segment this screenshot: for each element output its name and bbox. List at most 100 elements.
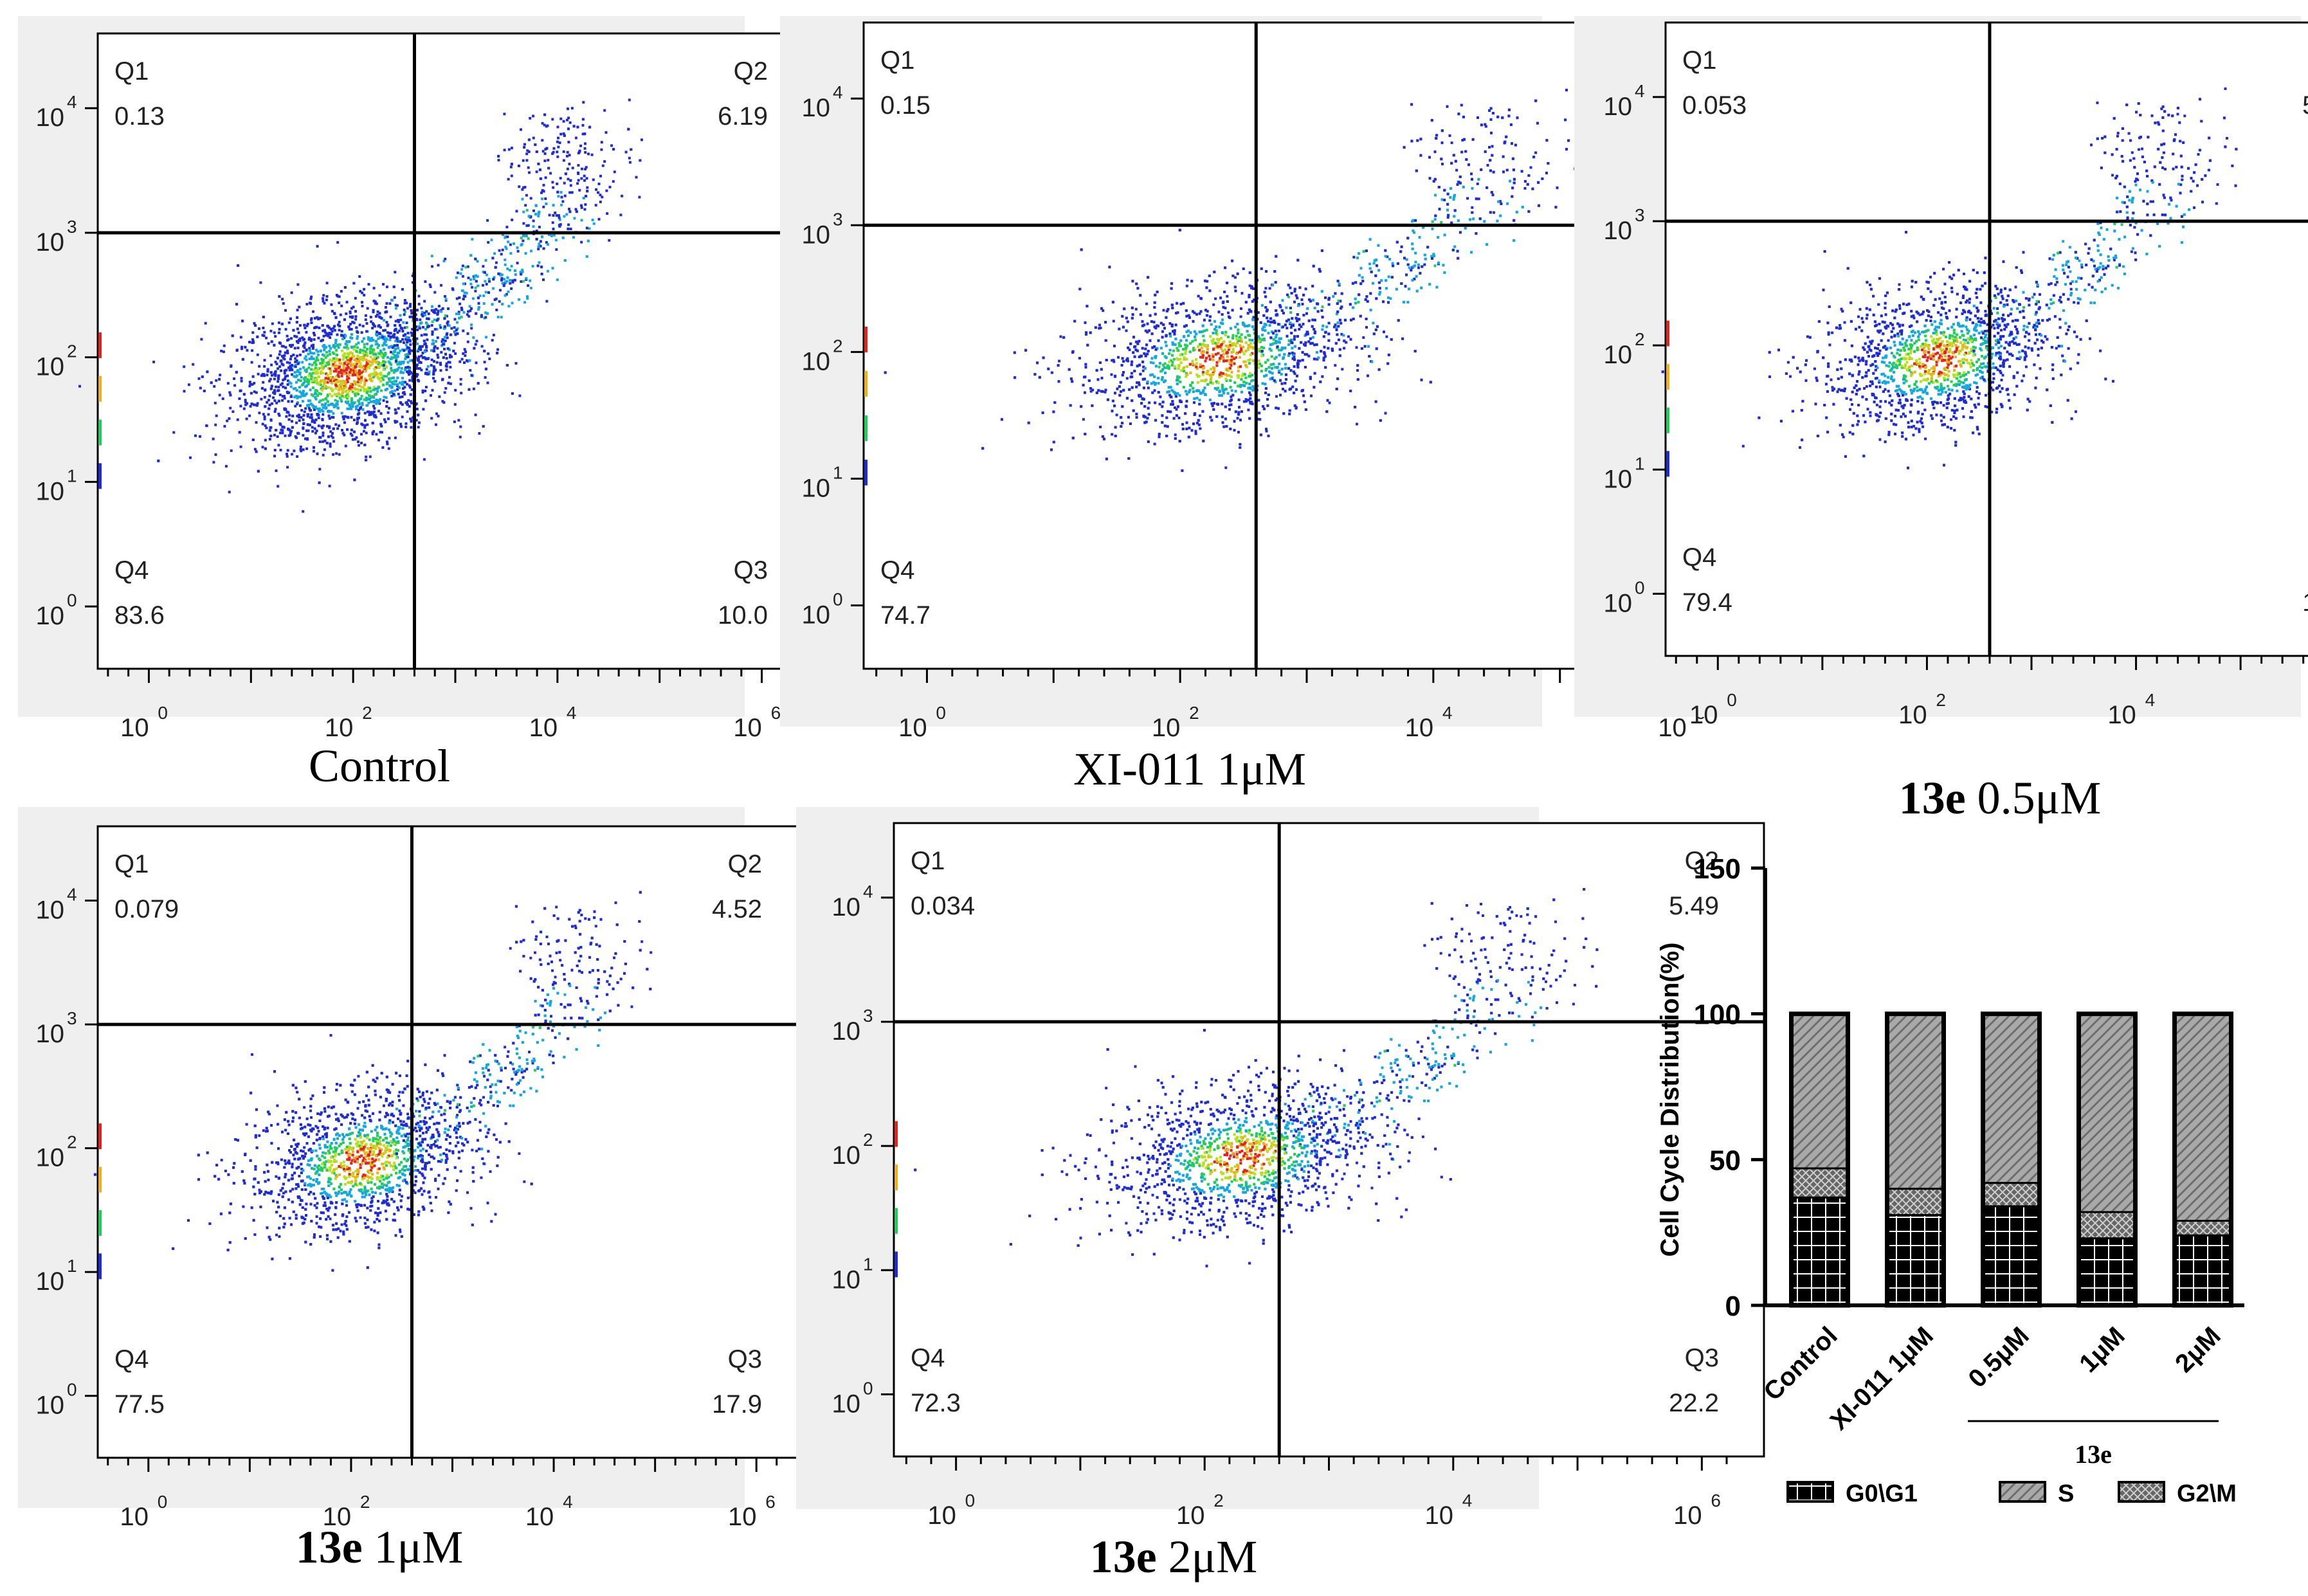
event-dot: [359, 371, 363, 374]
event-dot: [250, 403, 253, 406]
event-dot: [584, 203, 587, 206]
event-dot: [345, 401, 347, 404]
event-dot: [373, 367, 376, 370]
event-dot: [340, 374, 343, 377]
event-dot: [411, 349, 414, 352]
edge-events: [98, 463, 102, 489]
event-dot: [266, 370, 269, 373]
event-dot: [269, 329, 273, 332]
event-dot: [322, 386, 325, 390]
event-dot: [240, 379, 243, 383]
event-dot: [375, 402, 378, 405]
event-dot: [423, 350, 426, 353]
event-dot: [326, 354, 329, 358]
event-dot: [346, 378, 349, 381]
event-dot: [363, 343, 366, 346]
event-dot: [295, 321, 298, 324]
event-dot: [364, 419, 367, 422]
event-dot: [295, 436, 298, 439]
event-dot: [307, 338, 311, 341]
event-dot: [406, 352, 409, 356]
event-dot: [253, 381, 256, 385]
event-dot: [408, 404, 411, 408]
event-dot: [398, 386, 401, 390]
event-dot: [424, 386, 428, 388]
event-dot: [526, 149, 529, 152]
event-dot: [428, 325, 430, 328]
event-dot: [336, 344, 339, 347]
event-dot: [403, 299, 406, 302]
event-dot: [379, 377, 382, 380]
event-dot: [349, 432, 352, 435]
event-dot: [397, 363, 401, 366]
event-dot: [338, 383, 341, 386]
event-dot: [388, 361, 392, 365]
event-dot: [214, 423, 217, 426]
event-dot: [408, 384, 411, 387]
event-dot: [343, 336, 346, 340]
event-dot: [277, 331, 280, 334]
event-dot: [542, 205, 545, 208]
event-dot: [328, 345, 331, 348]
event-dot: [431, 333, 434, 336]
event-dot: [275, 469, 278, 473]
event-dot: [511, 392, 514, 395]
event-dot: [302, 418, 305, 421]
event-dot: [393, 344, 396, 347]
event-dot: [500, 277, 504, 280]
event-dot: [463, 348, 466, 351]
event-dot: [406, 403, 409, 406]
event-dot: [430, 394, 432, 397]
event-dot: [525, 224, 529, 227]
event-dot: [350, 401, 353, 404]
event-dot: [613, 170, 616, 174]
event-dot: [298, 337, 302, 340]
event-dot: [240, 377, 243, 380]
event-dot: [546, 269, 549, 273]
event-dot: [377, 315, 381, 318]
event-dot: [432, 372, 435, 376]
event-dot: [376, 400, 379, 403]
event-dot: [281, 426, 284, 429]
event-dot: [405, 326, 408, 329]
event-dot: [205, 424, 208, 428]
event-dot: [371, 412, 374, 415]
event-dot: [573, 217, 576, 220]
event-dot: [425, 345, 428, 348]
event-dot: [419, 348, 423, 351]
event-dot: [385, 375, 388, 378]
event-dot: [526, 295, 529, 298]
event-dot: [364, 318, 367, 322]
event-dot: [306, 415, 309, 418]
event-dot: [435, 412, 438, 415]
event-dot: [415, 375, 418, 378]
event-dot: [334, 404, 338, 408]
event-dot: [290, 291, 293, 295]
event-dot: [500, 253, 503, 256]
event-dot: [436, 318, 439, 321]
event-dot: [557, 195, 560, 198]
event-dot: [346, 415, 349, 419]
event-dot: [310, 374, 313, 377]
event-dot: [328, 377, 331, 381]
event-dot: [1308, 298, 1311, 301]
event-dot: [277, 485, 280, 488]
event-dot: [569, 228, 572, 231]
event-dot: [336, 333, 339, 336]
event-dot: [356, 381, 359, 384]
event-dot: [349, 311, 352, 314]
event-dot: [401, 348, 404, 351]
event-dot: [354, 296, 357, 300]
event-dot: [1226, 295, 1229, 298]
event-dot: [538, 168, 541, 172]
event-dot: [244, 401, 247, 403]
event-dot: [435, 423, 437, 426]
event-dot: [408, 369, 411, 372]
event-dot: [304, 380, 307, 383]
event-dot: [439, 326, 442, 329]
event-dot: [535, 230, 538, 233]
event-dot: [372, 311, 375, 314]
event-dot: [335, 403, 338, 406]
event-dot: [382, 399, 385, 402]
event-dot: [1089, 390, 1093, 393]
